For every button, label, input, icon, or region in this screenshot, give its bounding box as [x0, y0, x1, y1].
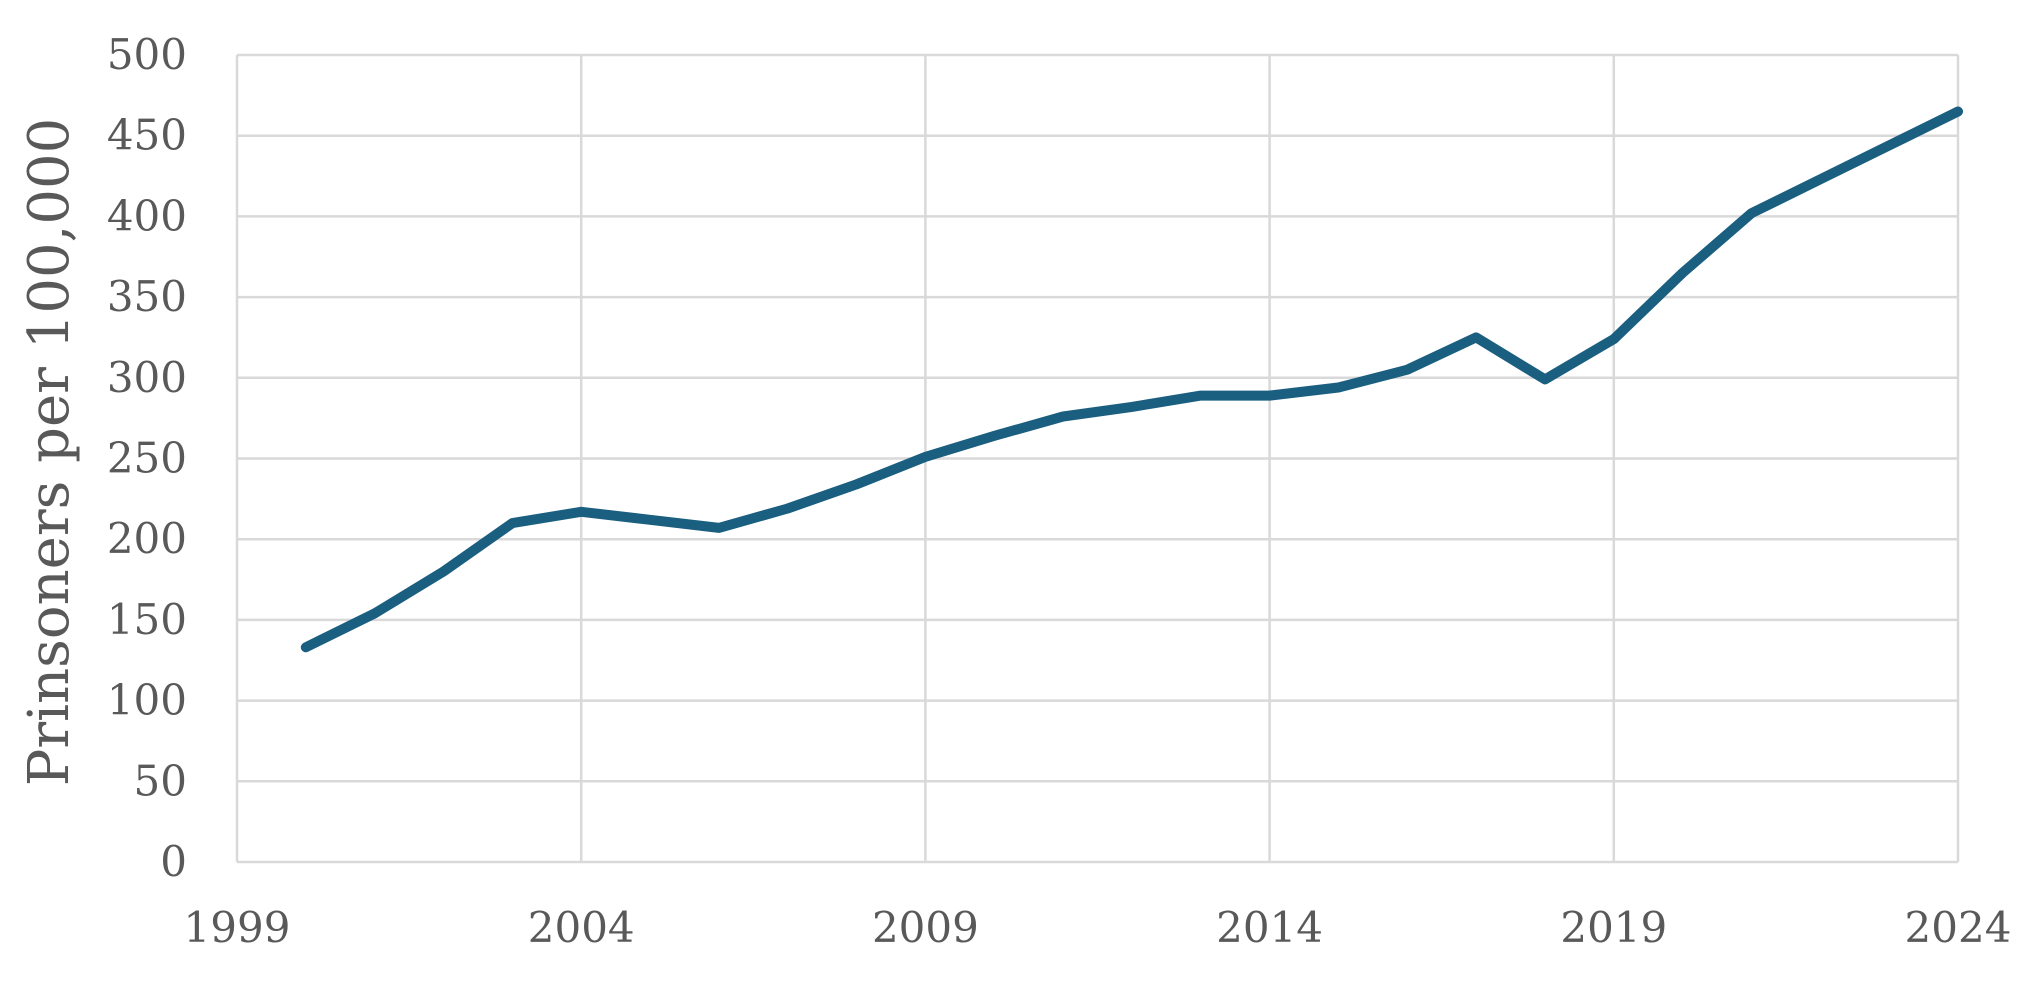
x-tick-label: 2014 — [1216, 903, 1323, 952]
x-tick-label: 2004 — [528, 903, 635, 952]
x-axis-ticks: 1999 2004 2009 2014 2019 2024 — [184, 903, 2012, 952]
data-point — [1472, 333, 1481, 342]
data-point — [370, 609, 379, 618]
data-point — [1885, 141, 1894, 150]
data-point — [1265, 391, 1274, 400]
y-tick-label: 50 — [134, 756, 187, 805]
y-tick-label: 300 — [107, 353, 187, 402]
data-point — [1816, 175, 1825, 184]
data-point — [1334, 383, 1343, 392]
data-point — [1196, 391, 1205, 400]
y-tick-label: 150 — [107, 595, 187, 644]
data-point — [1954, 107, 1962, 116]
data-point — [852, 480, 861, 489]
data-point — [714, 523, 723, 532]
data-point — [990, 431, 999, 440]
data-point — [1678, 268, 1687, 277]
data-point — [1609, 335, 1618, 344]
x-tick-label: 2024 — [1905, 903, 2012, 952]
y-tick-label: 0 — [160, 837, 187, 886]
y-tick-label: 500 — [107, 30, 187, 79]
data-point — [1747, 209, 1756, 218]
data-point — [439, 567, 448, 576]
series-line — [300, 106, 1963, 653]
y-tick-label: 400 — [107, 191, 187, 240]
data-point — [646, 515, 655, 524]
y-tick-label: 250 — [107, 434, 187, 483]
data-point — [1540, 375, 1549, 384]
data-point — [301, 643, 310, 652]
series-group — [300, 106, 1963, 653]
data-point — [783, 504, 792, 513]
data-point — [508, 519, 517, 528]
y-tick-label: 450 — [107, 111, 187, 160]
data-point — [577, 507, 586, 516]
x-tick-label: 2019 — [1560, 903, 1667, 952]
data-point — [1127, 402, 1136, 411]
y-axis-title: Prinsoners per 100,000 — [17, 118, 82, 787]
x-tick-label: 1999 — [184, 903, 291, 952]
data-point — [1403, 365, 1412, 374]
y-tick-label: 350 — [107, 272, 187, 321]
data-point — [1059, 412, 1068, 421]
x-tick-label: 2009 — [872, 903, 979, 952]
y-axis-ticks: 0 50 100 150 200 250 300 350 400 450 500 — [107, 30, 187, 886]
gridlines — [235, 53, 1960, 864]
y-tick-label: 100 — [107, 676, 187, 725]
data-point — [921, 452, 930, 461]
y-tick-label: 200 — [107, 514, 187, 563]
